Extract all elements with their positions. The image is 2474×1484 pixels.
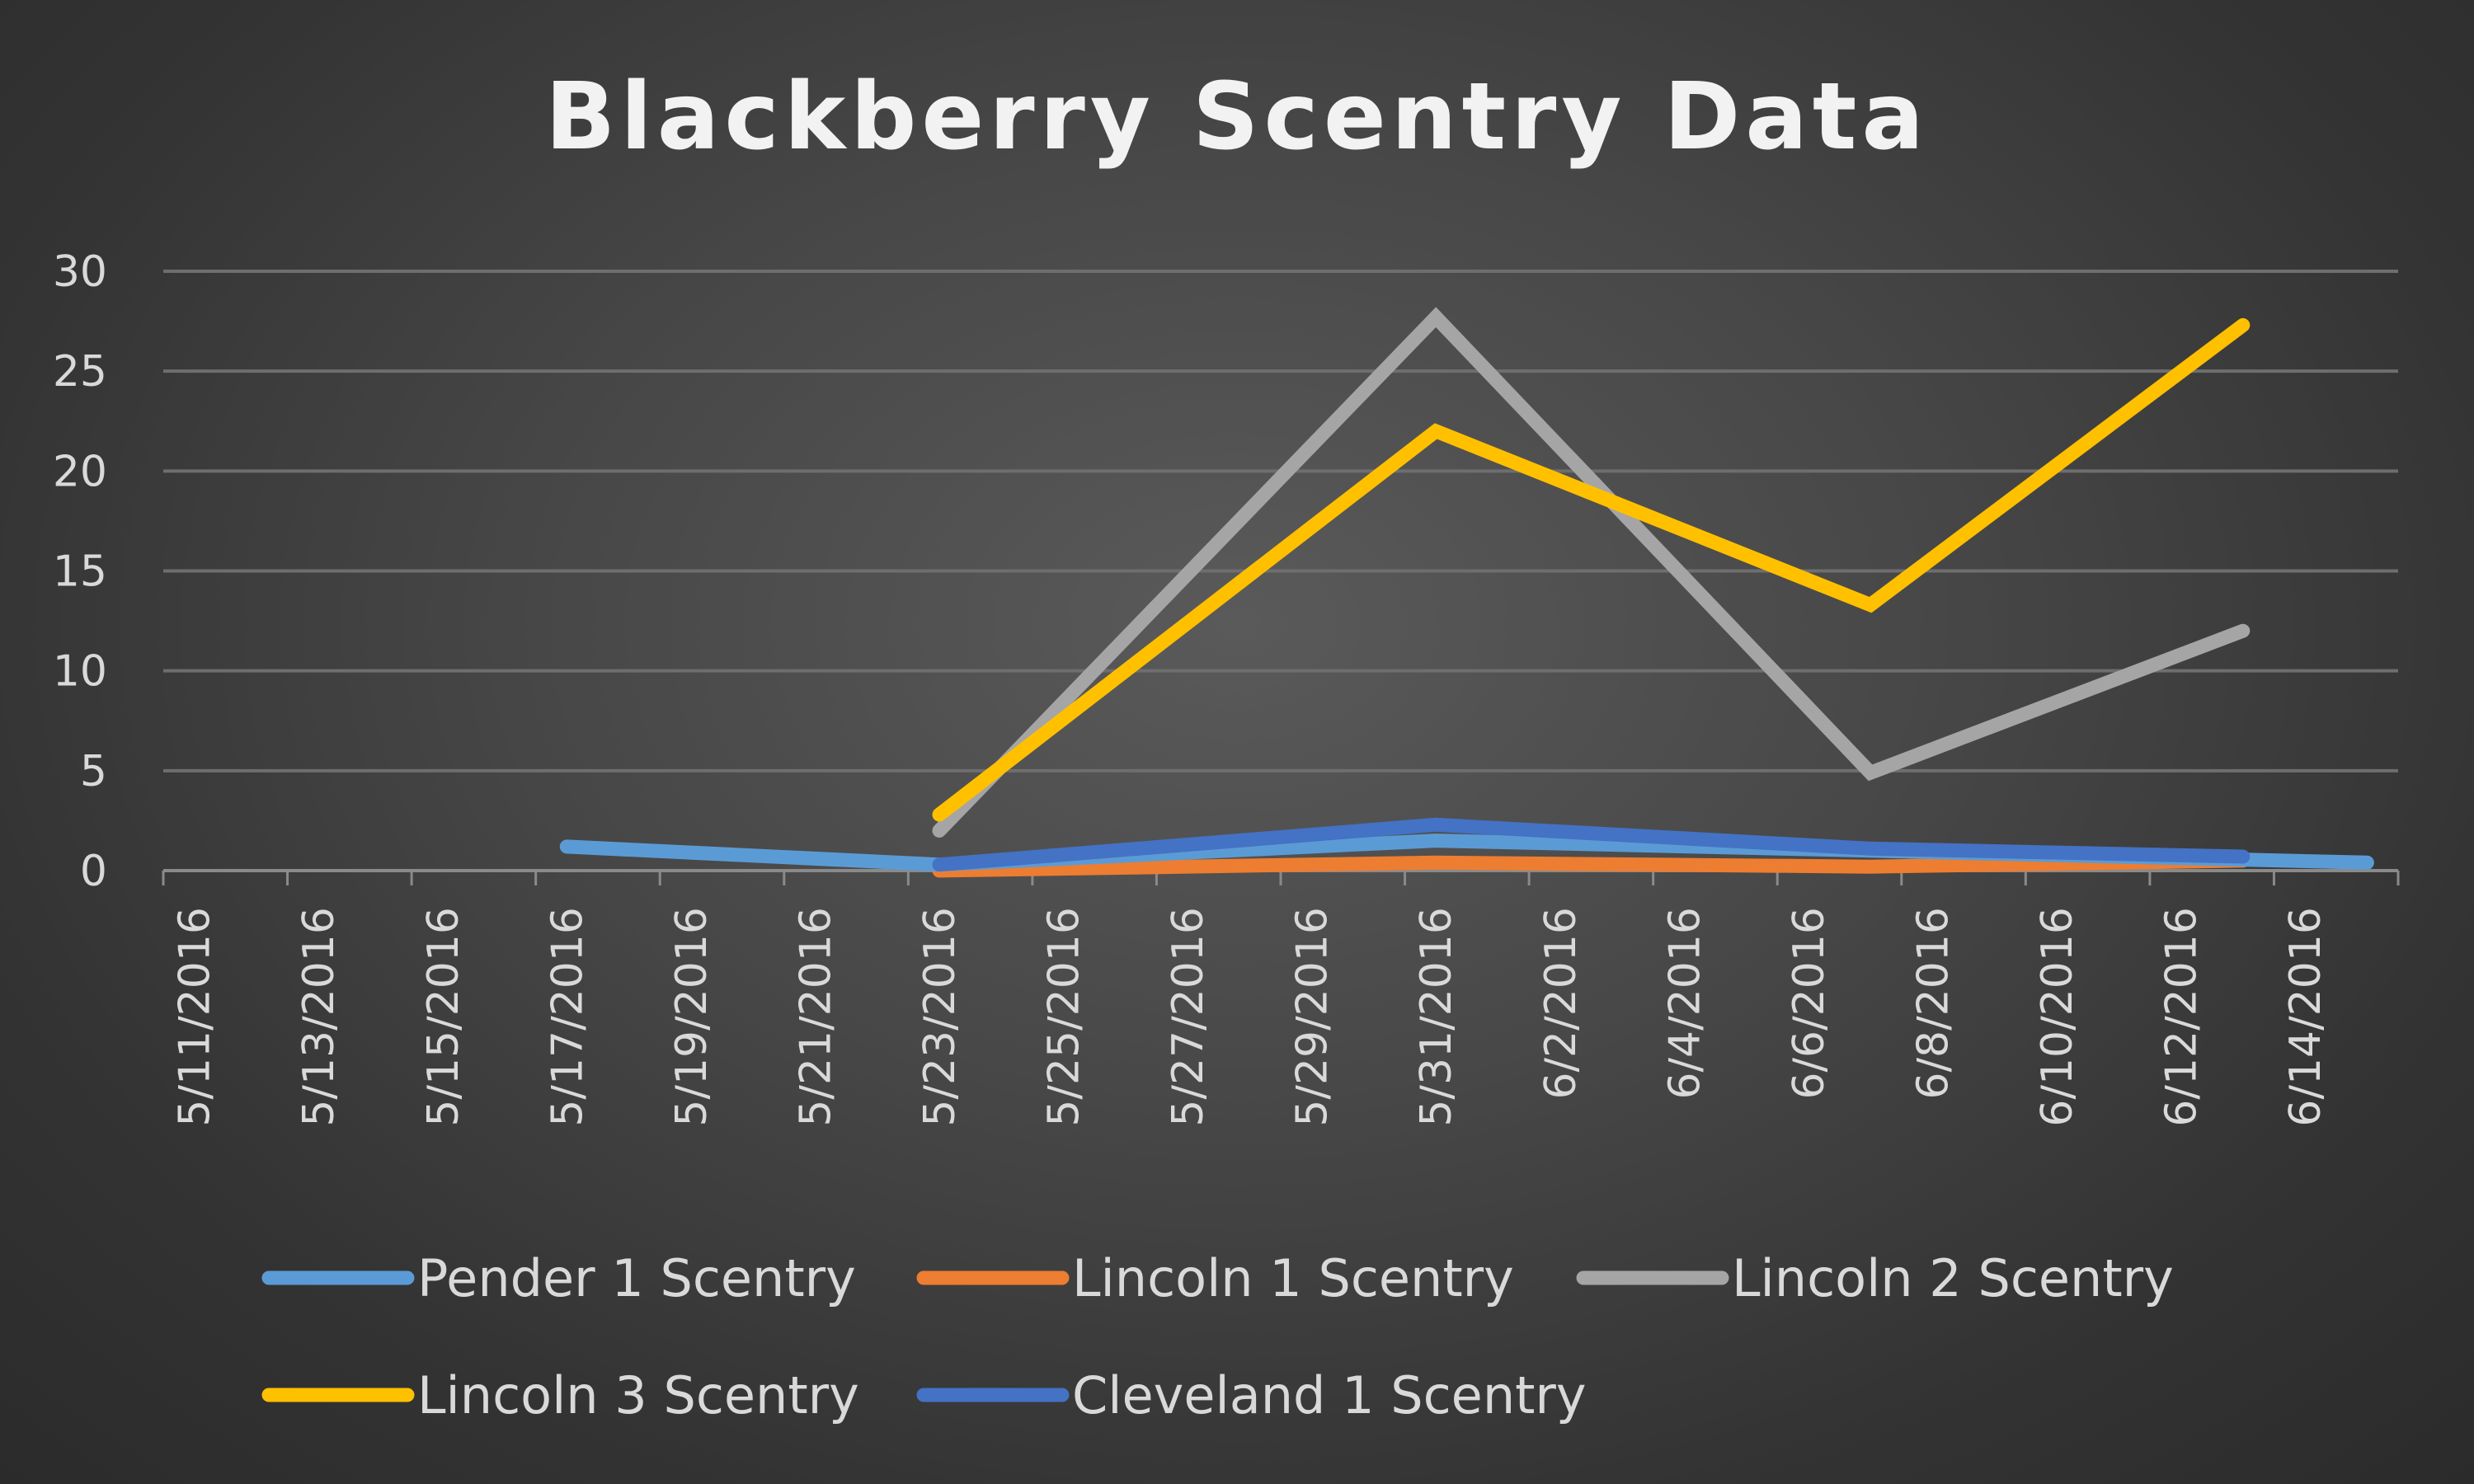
x-tick-label: 5/11/2016: [171, 907, 220, 1127]
chart-title: Blackberry Scentry Data: [545, 63, 1929, 171]
x-tick-label: 6/2/2016: [1536, 907, 1586, 1100]
y-tick-label: 30: [53, 247, 107, 297]
legend-label: Lincoln 1 Scentry: [1072, 1248, 1514, 1308]
x-tick-label: 5/23/2016: [915, 907, 965, 1127]
x-tick-label: 6/4/2016: [1660, 907, 1710, 1100]
gridlines: [163, 270, 2398, 773]
x-tick-label: 5/27/2016: [1164, 907, 1213, 1127]
x-tick-label: 6/12/2016: [2157, 907, 2207, 1127]
x-tick-label: 5/19/2016: [667, 907, 717, 1127]
y-tick-label: 20: [53, 447, 107, 496]
x-tick-label: 5/17/2016: [543, 907, 592, 1127]
y-tick-label: 0: [80, 847, 107, 896]
x-tick-label: 5/25/2016: [1040, 907, 1089, 1127]
y-tick-label: 5: [80, 747, 107, 796]
y-tick-label: 15: [53, 547, 107, 597]
x-tick-label: 5/15/2016: [419, 907, 468, 1127]
x-tick-label: 6/10/2016: [2033, 907, 2082, 1127]
series-line-lincoln-3-scentry: [932, 317, 2251, 822]
x-tick-label: 5/29/2016: [1288, 907, 1338, 1127]
x-tick-label: 5/21/2016: [791, 907, 840, 1127]
axes: [162, 869, 2400, 885]
x-axis-tick-labels: 5/11/2016 5/13/2016 5/15/2016 5/17/2016 5/19…: [171, 907, 2331, 1127]
x-tick-label: 6/8/2016: [1908, 907, 1958, 1100]
y-axis-tick-labels: 0 5 10 15 20 25 30: [53, 247, 107, 896]
legend-label: Pender 1 Scentry: [417, 1248, 856, 1308]
y-tick-label: 10: [53, 647, 107, 697]
legend-label: Lincoln 3 Scentry: [417, 1365, 859, 1425]
series-line-lincoln-2-scentry: [932, 307, 2251, 838]
y-tick-label: 25: [53, 347, 107, 397]
series-line-lincoln-1-scentry: [932, 853, 2251, 878]
series-line-cleveland-1-scentry: [932, 817, 2251, 872]
x-tick-label: 5/13/2016: [294, 907, 344, 1127]
series-lines: [559, 307, 2374, 878]
x-tick-label: 6/14/2016: [2281, 907, 2331, 1127]
legend-label: Lincoln 2 Scentry: [1732, 1248, 2174, 1308]
legend-label: Cleveland 1 Scentry: [1072, 1365, 1587, 1425]
x-tick-label: 5/31/2016: [1412, 907, 1461, 1127]
legend: Pender 1 Scentry Lincoln 1 Scentry Lincoln…: [261, 1248, 2174, 1425]
x-tick-label: 6/6/2016: [1785, 907, 1834, 1100]
